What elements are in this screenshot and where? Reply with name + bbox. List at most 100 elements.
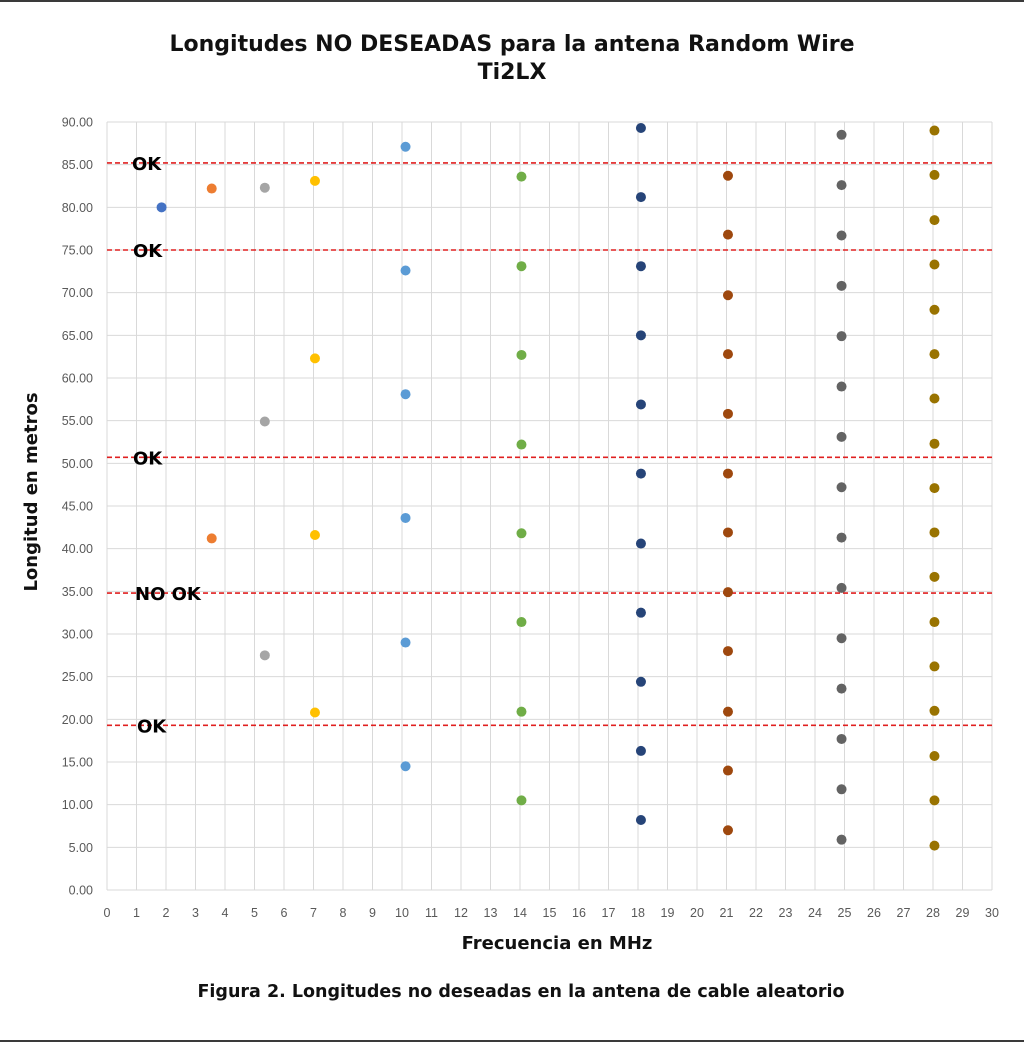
data-point — [836, 733, 847, 744]
data-point — [836, 381, 847, 392]
data-point — [206, 533, 217, 544]
y-tick-label: 30.00 — [62, 628, 93, 642]
chart-title: Longitudes NO DESEADAS para la antena Ra… — [169, 32, 855, 57]
data-point — [516, 795, 527, 806]
y-tick-label: 40.00 — [62, 542, 93, 556]
data-point — [309, 175, 320, 186]
data-point — [516, 439, 527, 450]
data-point — [516, 261, 527, 272]
data-point — [836, 129, 847, 140]
x-tick-label: 23 — [779, 906, 793, 920]
chart-subtitle: Ti2LX — [477, 60, 547, 85]
y-tick-label: 20.00 — [62, 713, 93, 727]
data-point — [722, 646, 733, 657]
data-point — [400, 637, 411, 648]
bottom-border — [0, 1040, 1024, 1042]
data-point — [722, 229, 733, 240]
y-tick-label: 0.00 — [69, 884, 93, 898]
data-point — [516, 617, 527, 628]
y-tick-label: 80.00 — [62, 201, 93, 215]
data-point — [929, 393, 940, 404]
data-point — [929, 751, 940, 762]
y-tick-label: 15.00 — [62, 756, 93, 770]
data-point — [516, 528, 527, 539]
x-tick-label: 10 — [395, 906, 409, 920]
x-tick-label: 22 — [749, 906, 763, 920]
data-point — [635, 815, 646, 826]
x-tick-label: 0 — [104, 906, 111, 920]
data-point — [722, 587, 733, 598]
x-axis-label: Frecuencia en MHz — [462, 933, 653, 954]
x-tick-label: 14 — [513, 906, 527, 920]
y-tick-label: 35.00 — [62, 585, 93, 599]
data-point — [929, 125, 940, 136]
data-point — [929, 215, 940, 226]
y-tick-label: 25.00 — [62, 670, 93, 684]
data-point — [400, 141, 411, 152]
y-tick-label: 70.00 — [62, 286, 93, 300]
data-point — [929, 661, 940, 672]
data-point — [722, 408, 733, 419]
x-tick-label: 19 — [661, 906, 675, 920]
y-tick-label: 85.00 — [62, 158, 93, 172]
x-tick-label: 2 — [163, 906, 170, 920]
reference-line-label: OK — [137, 716, 167, 737]
data-point — [635, 607, 646, 618]
data-point — [722, 706, 733, 717]
data-point — [929, 169, 940, 180]
data-point — [259, 416, 270, 427]
grid-lines — [106, 121, 993, 891]
x-tick-label: 9 — [369, 906, 376, 920]
y-tick-label: 60.00 — [62, 372, 93, 386]
data-point — [836, 180, 847, 191]
data-point — [722, 825, 733, 836]
data-point — [516, 349, 527, 360]
x-tick-label: 3 — [192, 906, 199, 920]
data-point — [836, 834, 847, 845]
y-tick-labels: 0.00 5.00 10.00 15.00 20.00 25.00 30.00 35.00 40… — [62, 116, 93, 898]
x-tick-label: 27 — [897, 906, 911, 920]
x-tick-label: 25 — [838, 906, 852, 920]
x-tick-label: 6 — [281, 906, 288, 920]
data-point — [836, 532, 847, 543]
data-point — [516, 706, 527, 717]
x-tick-label: 18 — [631, 906, 645, 920]
data-point — [929, 571, 940, 582]
data-point — [836, 331, 847, 342]
data-point — [836, 280, 847, 291]
reference-lines: OK OK OK NO OK OK — [107, 154, 992, 737]
data-point — [635, 745, 646, 756]
x-tick-label: 8 — [340, 906, 347, 920]
x-tick-label: 29 — [956, 906, 970, 920]
y-axis-label: Longitud en metros — [21, 392, 42, 591]
data-point — [929, 840, 940, 851]
y-tick-label: 45.00 — [62, 500, 93, 514]
data-point — [635, 538, 646, 549]
x-tick-label: 1 — [133, 906, 140, 920]
x-tick-label: 24 — [808, 906, 822, 920]
y-tick-label: 50.00 — [62, 457, 93, 471]
y-tick-label: 65.00 — [62, 329, 93, 343]
top-border — [0, 0, 1024, 2]
data-point — [635, 330, 646, 341]
data-point — [929, 705, 940, 716]
data-point — [400, 512, 411, 523]
reference-line-label: OK — [133, 448, 163, 469]
x-tick-label: 20 — [690, 906, 704, 920]
data-point — [929, 438, 940, 449]
reference-line-label: OK — [133, 241, 163, 262]
y-tick-label: 90.00 — [62, 116, 93, 130]
data-point — [722, 468, 733, 479]
data-point — [635, 676, 646, 687]
data-point — [722, 349, 733, 360]
data-point — [836, 230, 847, 241]
y-tick-label: 5.00 — [69, 841, 93, 855]
data-point — [259, 182, 270, 193]
x-tick-label: 4 — [222, 906, 229, 920]
y-tick-label: 10.00 — [62, 798, 93, 812]
x-tick-label: 12 — [454, 906, 468, 920]
reference-line-label: NO OK — [135, 584, 202, 605]
data-point — [929, 349, 940, 360]
data-point — [635, 399, 646, 410]
